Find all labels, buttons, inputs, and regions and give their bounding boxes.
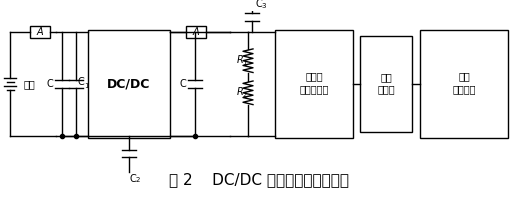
- Bar: [186, 26, 206, 38]
- Text: 2: 2: [136, 177, 140, 183]
- Bar: [30, 26, 50, 38]
- Text: 低噪声: 低噪声: [305, 71, 323, 81]
- Text: C: C: [255, 0, 262, 9]
- Text: DC/DC: DC/DC: [107, 77, 151, 90]
- Text: A: A: [193, 27, 199, 37]
- Text: R: R: [236, 87, 243, 97]
- Text: C: C: [130, 175, 136, 184]
- Text: 采集卡: 采集卡: [377, 85, 395, 95]
- Bar: [88, 30, 170, 138]
- Text: C: C: [46, 79, 53, 89]
- Text: 1: 1: [84, 83, 89, 89]
- Bar: [360, 36, 412, 132]
- Text: A: A: [37, 27, 44, 37]
- Bar: [275, 30, 353, 138]
- Bar: [420, 30, 508, 138]
- Text: 2: 2: [242, 92, 247, 98]
- Text: 图 2    DC/DC 转换器噪声测试方案: 图 2 DC/DC 转换器噪声测试方案: [169, 172, 349, 187]
- Text: 前置放大器: 前置放大器: [299, 85, 329, 95]
- Text: 数据: 数据: [380, 72, 392, 82]
- Text: 测试系统: 测试系统: [452, 85, 476, 95]
- Text: C: C: [179, 79, 186, 89]
- Text: 微机: 微机: [458, 71, 470, 81]
- Text: 电源: 电源: [24, 79, 36, 89]
- Text: C: C: [78, 77, 85, 87]
- Text: 1: 1: [242, 60, 247, 66]
- Text: R: R: [236, 55, 243, 65]
- Text: 3: 3: [261, 3, 266, 9]
